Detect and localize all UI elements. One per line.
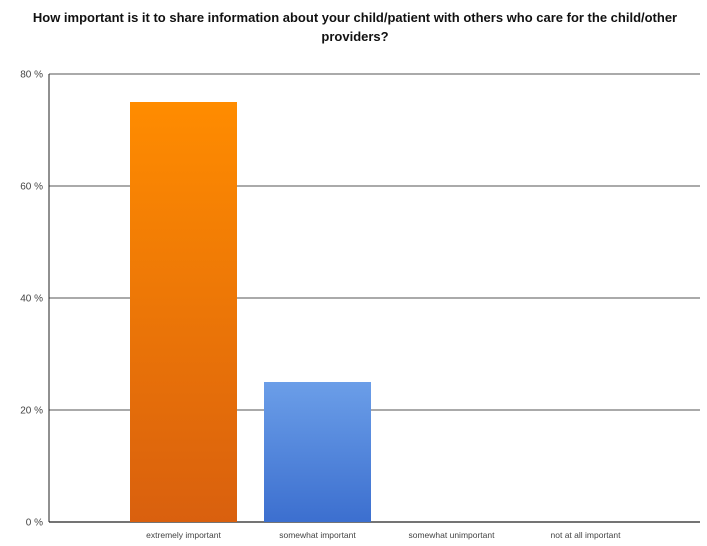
y-tick-label: 80 %: [20, 70, 43, 81]
x-axis-labels: extremely important somewhat important som…: [146, 530, 621, 540]
y-tick-label: 60 %: [20, 182, 43, 193]
y-tick-label: 40 %: [20, 294, 43, 305]
y-tick-label: 0 %: [26, 518, 43, 529]
x-tick-label: extremely important: [146, 530, 221, 540]
bar: [130, 102, 237, 522]
bar: [264, 382, 371, 522]
chart-title: How important is it to share information…: [32, 10, 678, 44]
y-tick-label: 20 %: [20, 406, 43, 417]
bars: [130, 102, 371, 522]
x-tick-label: not at all important: [551, 530, 622, 540]
y-axis: 0 % 20 % 40 % 60 % 80 %: [20, 70, 50, 529]
x-tick-label: somewhat unimportant: [409, 530, 496, 540]
x-tick-label: somewhat important: [279, 530, 356, 540]
